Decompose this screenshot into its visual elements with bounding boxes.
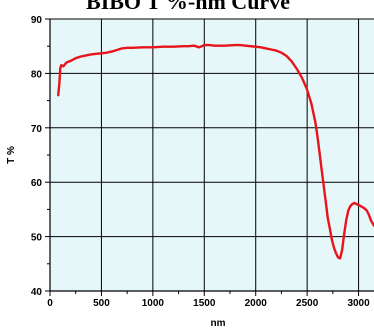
y-tick-label: 90 — [31, 15, 43, 26]
grid-lines — [50, 19, 374, 291]
y-tick-label: 50 — [31, 233, 43, 244]
y-tick-label: 40 — [31, 287, 43, 298]
x-tick-label: 2500 — [296, 298, 319, 309]
x-tick-label: 1000 — [142, 298, 165, 309]
x-tick-label: 2000 — [245, 298, 268, 309]
y-axis-label: T % — [6, 146, 17, 164]
chart-title: BIBO T %-nm Curve — [86, 0, 290, 14]
x-tick-label: 500 — [93, 298, 110, 309]
plot-area — [50, 19, 374, 291]
y-tick-label: 80 — [31, 69, 43, 80]
series-line — [57, 43, 374, 260]
y-tick-label: 60 — [31, 178, 43, 189]
x-axis-label: nm — [211, 318, 226, 329]
series-layer — [57, 43, 374, 260]
x-tick-label: 3000 — [347, 298, 370, 309]
axes — [45, 18, 374, 296]
y-tick-label: 70 — [31, 124, 43, 135]
x-tick-label: 1500 — [193, 298, 216, 309]
x-tick-label: 0 — [47, 298, 53, 309]
tick-labels: 0 500 1000 1500 2000 2500 3000 40 50 60 70 80 90 — [31, 15, 370, 309]
